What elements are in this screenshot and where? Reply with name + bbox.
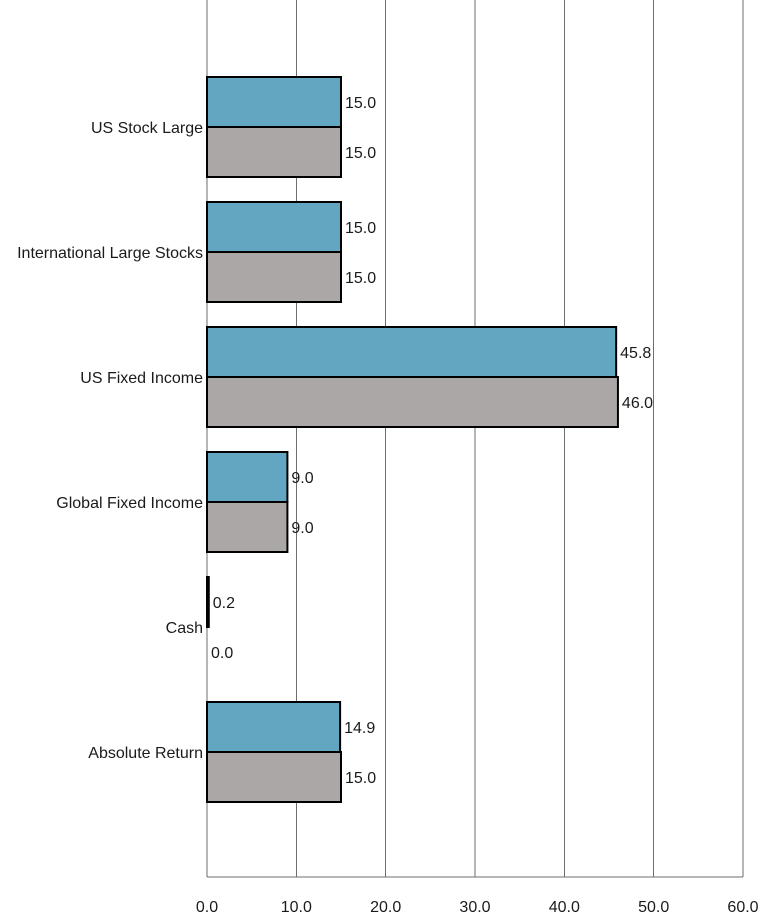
series-1-value-label: 45.8 — [620, 345, 651, 362]
series-2-value-label: 46.0 — [622, 395, 653, 412]
category-label: International Large Stocks — [17, 245, 203, 262]
series-1-bar — [206, 451, 289, 503]
x-tick-label: 0.0 — [196, 899, 218, 916]
series-1-value-label: 14.9 — [344, 720, 375, 737]
category-label: Cash — [166, 620, 203, 637]
category-label: Global Fixed Income — [56, 495, 203, 512]
x-tick-label: 20.0 — [370, 899, 401, 916]
series-2-bar — [206, 751, 342, 803]
series-2-bar — [206, 126, 342, 178]
series-1-bar — [206, 326, 618, 378]
series-1-value-label: 9.0 — [291, 470, 313, 487]
x-tick-label: 50.0 — [638, 899, 669, 916]
category-label: Absolute Return — [88, 745, 203, 762]
series-1-bar — [206, 201, 342, 253]
series-2-bar — [206, 501, 289, 553]
series-2-value-label: 9.0 — [291, 520, 313, 537]
x-tick-label: 40.0 — [549, 899, 580, 916]
series-1-value-label: 15.0 — [345, 95, 376, 112]
series-2-value-label: 15.0 — [345, 770, 376, 787]
category-label: US Fixed Income — [80, 370, 203, 387]
series-2-value-label: 15.0 — [345, 145, 376, 162]
x-tick-label: 60.0 — [727, 899, 758, 916]
category-label: US Stock Large — [91, 120, 203, 137]
x-tick-label: 10.0 — [281, 899, 312, 916]
series-2-value-label: 0.0 — [211, 645, 233, 662]
series-1-value-label: 15.0 — [345, 220, 376, 237]
x-tick-label: 30.0 — [459, 899, 490, 916]
series-2-value-label: 15.0 — [345, 270, 376, 287]
series-1-value-label: 0.2 — [213, 595, 235, 612]
series-1-bar — [206, 701, 342, 753]
series-2-bar — [206, 376, 619, 428]
series-1-bar — [206, 576, 210, 628]
series-2-bar — [206, 251, 342, 303]
series-1-bar — [206, 76, 342, 128]
